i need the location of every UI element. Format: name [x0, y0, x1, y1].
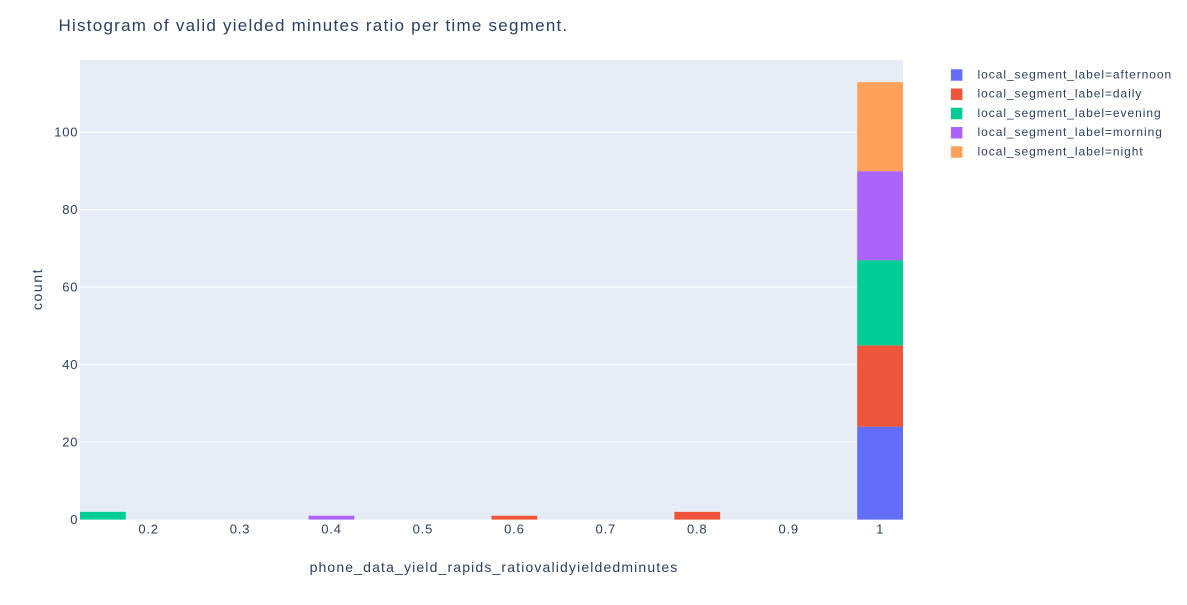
svg-text:0.8: 0.8 — [687, 521, 707, 536]
svg-text:0.6: 0.6 — [504, 521, 524, 536]
svg-text:local_segment_label=morning: local_segment_label=morning — [978, 125, 1163, 139]
svg-text:0.7: 0.7 — [596, 521, 616, 536]
svg-text:40: 40 — [62, 357, 78, 372]
svg-text:0: 0 — [70, 512, 78, 527]
svg-text:phone_data_yield_rapids_ratiov: phone_data_yield_rapids_ratiovalidyielde… — [310, 559, 679, 575]
svg-text:1: 1 — [876, 521, 884, 536]
svg-text:0.4: 0.4 — [321, 521, 341, 536]
svg-text:80: 80 — [62, 202, 78, 217]
svg-text:0.5: 0.5 — [413, 521, 433, 536]
svg-text:local_segment_label=night: local_segment_label=night — [978, 144, 1144, 158]
svg-text:local_segment_label=daily: local_segment_label=daily — [978, 87, 1143, 101]
svg-text:0.9: 0.9 — [778, 521, 798, 536]
svg-text:20: 20 — [62, 435, 78, 450]
svg-text:local_segment_label=afternoon: local_segment_label=afternoon — [978, 67, 1173, 81]
svg-text:100: 100 — [54, 125, 78, 140]
svg-text:Histogram of valid yielded min: Histogram of valid yielded minutes ratio… — [59, 16, 569, 35]
svg-text:count: count — [29, 268, 45, 310]
svg-text:0.2: 0.2 — [138, 521, 158, 536]
svg-text:local_segment_label=evening: local_segment_label=evening — [978, 106, 1162, 120]
svg-text:60: 60 — [62, 280, 78, 295]
svg-text:0.3: 0.3 — [230, 521, 250, 536]
